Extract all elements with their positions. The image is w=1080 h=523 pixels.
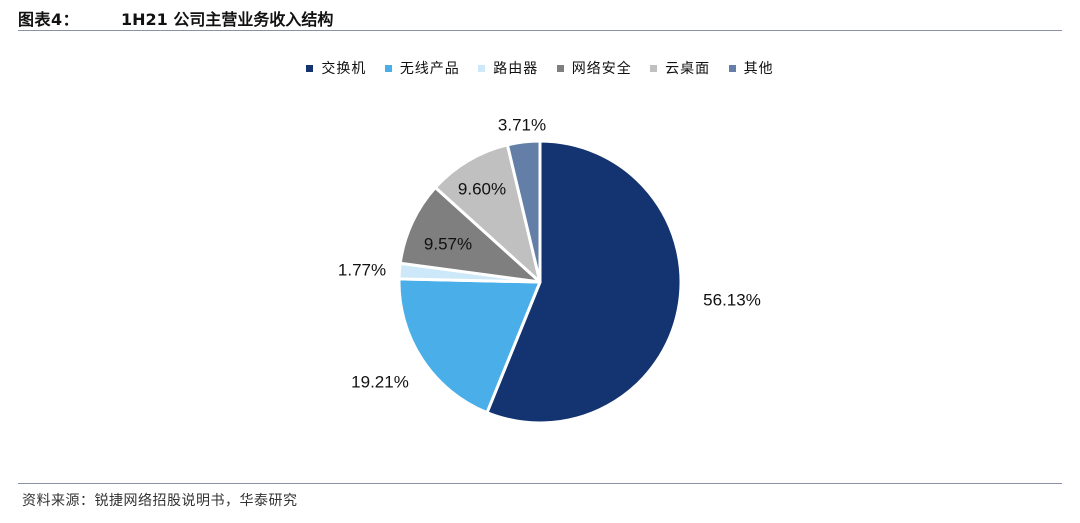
chart-legend: 交换机 无线产品 路由器 网络安全 云桌面 其他 [0, 58, 1080, 78]
slice-value-label: 9.60% [458, 179, 506, 198]
slice-value-label: 3.71% [498, 115, 546, 134]
pie-slice [398, 186, 542, 284]
legend-swatch [728, 64, 736, 72]
legend-item-wireless: 无线产品 [384, 58, 460, 78]
footer-divider [18, 483, 1062, 484]
slice-value-label: 9.57% [424, 234, 472, 253]
pie-slice [433, 143, 542, 284]
legend-item-router: 路由器 [478, 58, 538, 78]
slice-value-label: 56.13% [703, 290, 761, 309]
legend-item-other: 其他 [728, 58, 774, 78]
legend-label: 网络安全 [571, 61, 632, 77]
legend-swatch [556, 64, 564, 72]
legend-item-security: 网络安全 [556, 58, 632, 78]
title-bar: 图表4： 1H21 公司主营业务收入结构 [18, 4, 1062, 30]
slice-value-label: 19.21% [351, 372, 409, 391]
legend-swatch [306, 64, 314, 72]
legend-swatch [384, 64, 392, 72]
legend-label: 路由器 [493, 61, 539, 77]
legend-swatch [478, 64, 486, 72]
title-divider [18, 30, 1062, 31]
chart-title: 1H21 公司主营业务收入结构 [121, 10, 334, 29]
legend-item-switch: 交换机 [306, 58, 366, 78]
slice-value-label: 1.77% [338, 260, 386, 279]
figure-label: 图表4： [18, 10, 80, 29]
pie-slice [485, 139, 683, 425]
legend-item-cloud-desktop: 云桌面 [650, 58, 710, 78]
legend-label: 其他 [743, 61, 774, 77]
source-note: 资料来源：锐捷网络招股说明书，华泰研究 [22, 493, 298, 509]
legend-label: 无线产品 [399, 61, 460, 77]
legend-swatch [650, 64, 658, 72]
legend-label: 交换机 [321, 61, 367, 77]
pie-slice [397, 277, 542, 415]
pie-slice [505, 139, 542, 284]
legend-label: 云桌面 [665, 61, 711, 77]
